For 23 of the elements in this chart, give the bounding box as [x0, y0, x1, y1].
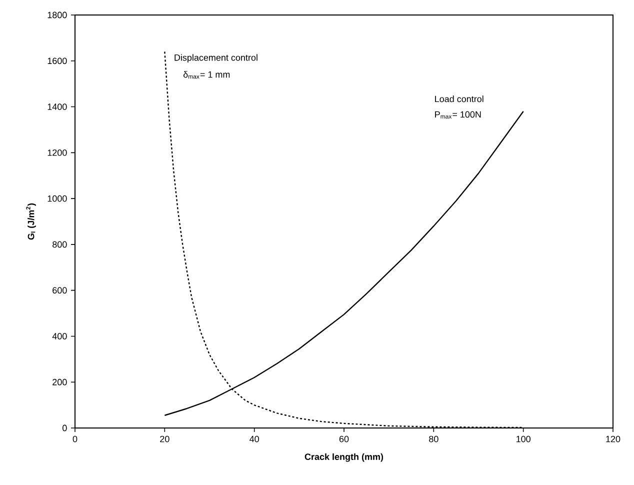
- y-tick-label: 600: [52, 287, 67, 294]
- x-tick-label: 80: [429, 436, 438, 442]
- x-tick-label: 20: [160, 436, 170, 442]
- y-tick-label: 1200: [48, 149, 67, 156]
- y-tick-label: 0: [62, 424, 67, 432]
- y-tick-label: 1800: [48, 12, 67, 18]
- x-tick-label: 120: [606, 436, 620, 442]
- x-tick-label: 60: [339, 436, 349, 442]
- y-tick-label: 1600: [48, 58, 67, 64]
- annotation: P$_{max}$= 100N: [435, 111, 481, 119]
- y-tick-label: 400: [52, 333, 67, 340]
- x-axis-title: Crack length (mm): [304, 453, 384, 462]
- y-tick-label: 200: [52, 378, 67, 386]
- annotation: Displacement control: [174, 54, 258, 63]
- x-tick-label: 40: [250, 436, 259, 442]
- y-tick-label: 1000: [48, 195, 67, 202]
- annotation: δ$_{max}$= 1 mm: [183, 71, 230, 79]
- annotation: Load control: [435, 96, 484, 102]
- y-tick-label: 800: [52, 241, 67, 248]
- y-tick-label: 1400: [48, 104, 67, 110]
- text: G$_{I}$ (J/m$^{2}$): [26, 203, 36, 240]
- x-tick-label: 100: [516, 436, 530, 442]
- x-tick-label: 0: [72, 436, 78, 442]
